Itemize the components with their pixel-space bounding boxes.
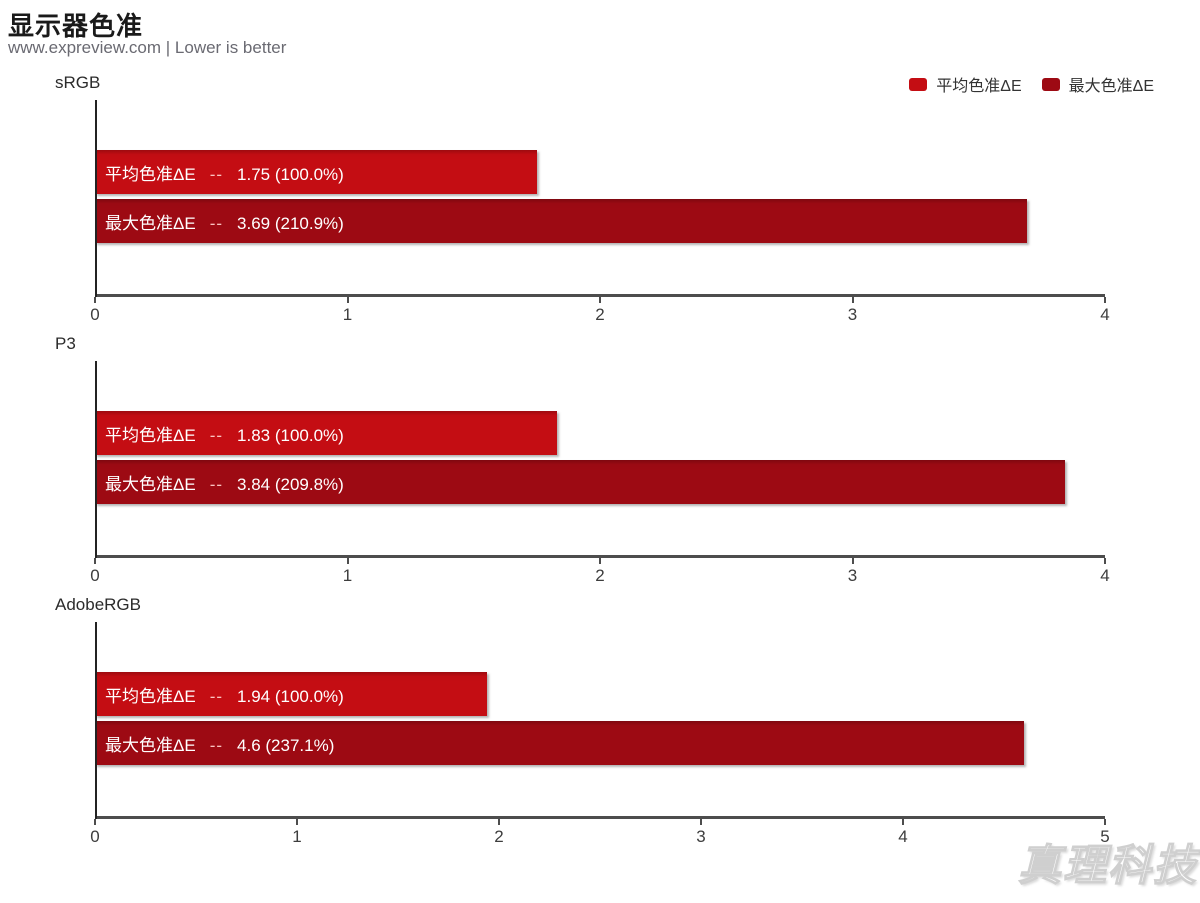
x-axis-tick-label: 4 [1100,566,1110,585]
x-axis-tick [94,558,96,564]
x-axis-tick [851,558,854,564]
x-axis-tick-label: 2 [595,305,605,324]
y-axis-line [95,622,97,819]
legend-label-max: 最大色准ΔE [1068,78,1154,95]
x-axis-tick-label: 3 [847,305,858,324]
x-axis-tick [851,297,854,303]
x-axis-tick-label: 4 [1100,305,1110,324]
plot-area: 平均色准ΔE -- 1.94 (100.0%) 最大色准ΔE -- 4.6 (237.1%… [90,622,1110,846]
legend-item-max: 最大色准ΔE [1041,72,1154,96]
chart-srgb: sRGB 平均色准ΔE -- 1.75 (100.0%) 最大色准ΔE -- 3.69 (2… [0,70,1200,331]
bar-max-deltae: 最大色准ΔE -- 4.6 (237.1%) [95,721,1025,765]
group-title: AdobeRGB [55,595,141,614]
x-axis-tick [296,819,298,825]
x-axis-line [95,555,1105,558]
x-axis-tick [902,819,904,825]
x-axis-tick-label: 4 [898,827,908,846]
x-axis-tick-label: 2 [494,827,504,846]
bar-avg-deltae: 平均色准ΔE -- 1.83 (100.0%) [95,411,558,455]
group-title: P3 [55,334,76,353]
x-axis-tick-label: 5 [1100,827,1110,846]
x-axis-tick-label: 1 [342,566,353,585]
x-axis-tick [1104,558,1106,564]
x-axis-tick [599,297,601,303]
legend-item-avg: 平均色准ΔE [909,72,1022,96]
bar-label: 平均色准ΔE -- 1.83 (100.0%) [105,425,344,445]
x-axis-line [95,816,1105,819]
x-axis-tick-label: 2 [595,566,605,585]
charts-area: sRGB 平均色准ΔE -- 1.75 (100.0%) 最大色准ΔE -- 3.69 (2… [0,70,1200,853]
x-axis-tick [700,819,702,825]
bar-avg-deltae: 平均色准ΔE -- 1.75 (100.0%) [95,150,537,194]
legend: 平均色准ΔE 最大色准ΔE [909,72,1154,96]
plot-area: 平均色准ΔE -- 1.83 (100.0%) 最大色准ΔE -- 3.84 (209.8… [90,361,1110,585]
x-axis-tick [94,819,96,825]
bar-label: 最大色准ΔE -- 4.6 (237.1%) [105,735,335,755]
x-axis-tick [346,297,349,303]
legend-swatch-max [1041,77,1060,91]
x-axis-tick-label: 0 [90,305,100,324]
x-axis-tick-label: 0 [90,566,100,585]
bar-max-deltae: 最大色准ΔE -- 3.69 (210.9%) [95,199,1027,243]
bar-label: 最大色准ΔE -- 3.69 (210.9%) [105,213,344,233]
plot-area: 平均色准ΔE -- 1.75 (100.0%) 最大色准ΔE -- 3.69 (210.9… [90,100,1110,324]
x-axis-tick [599,558,601,564]
x-axis-tick-label: 3 [847,566,858,585]
chart-p3: P3 平均色准ΔE -- 1.83 (100.0%) 最大色准ΔE -- 3.84 (209… [0,331,1200,592]
x-axis-tick [346,558,349,564]
x-axis-tick-label: 1 [292,827,302,846]
x-axis-tick-label: 3 [696,827,706,846]
bar-label: 平均色准ΔE -- 1.75 (100.0%) [105,164,344,184]
x-axis-tick-label: 0 [90,827,100,846]
page-title: 显示器色准 [8,11,144,41]
x-axis-tick [94,297,96,303]
x-axis-line [95,294,1105,297]
y-axis-line [95,361,97,558]
watermark: 真理科技 [1017,841,1198,890]
chart-adobergb: AdobeRGB 平均色准ΔE -- 1.94 (100.0%) 最大色准ΔE -- 4.6… [0,592,1200,853]
legend-swatch-avg [909,77,928,91]
bar-max-deltae: 最大色准ΔE -- 3.84 (209.8%) [95,460,1065,504]
group-title: sRGB [55,73,101,92]
y-axis-line [95,100,97,297]
legend-label-avg: 平均色准ΔE [936,78,1022,95]
page-subtitle: www.expreview.com | Lower is better [8,38,287,57]
bar-label: 最大色准ΔE -- 3.84 (209.8%) [105,474,344,494]
x-axis-tick [498,819,500,825]
bar-label: 平均色准ΔE -- 1.94 (100.0%) [105,686,344,706]
x-axis-tick [1104,819,1106,825]
bar-avg-deltae: 平均色准ΔE -- 1.94 (100.0%) [95,672,487,716]
x-axis-tick-label: 1 [342,305,353,324]
x-axis-tick [1104,297,1106,303]
